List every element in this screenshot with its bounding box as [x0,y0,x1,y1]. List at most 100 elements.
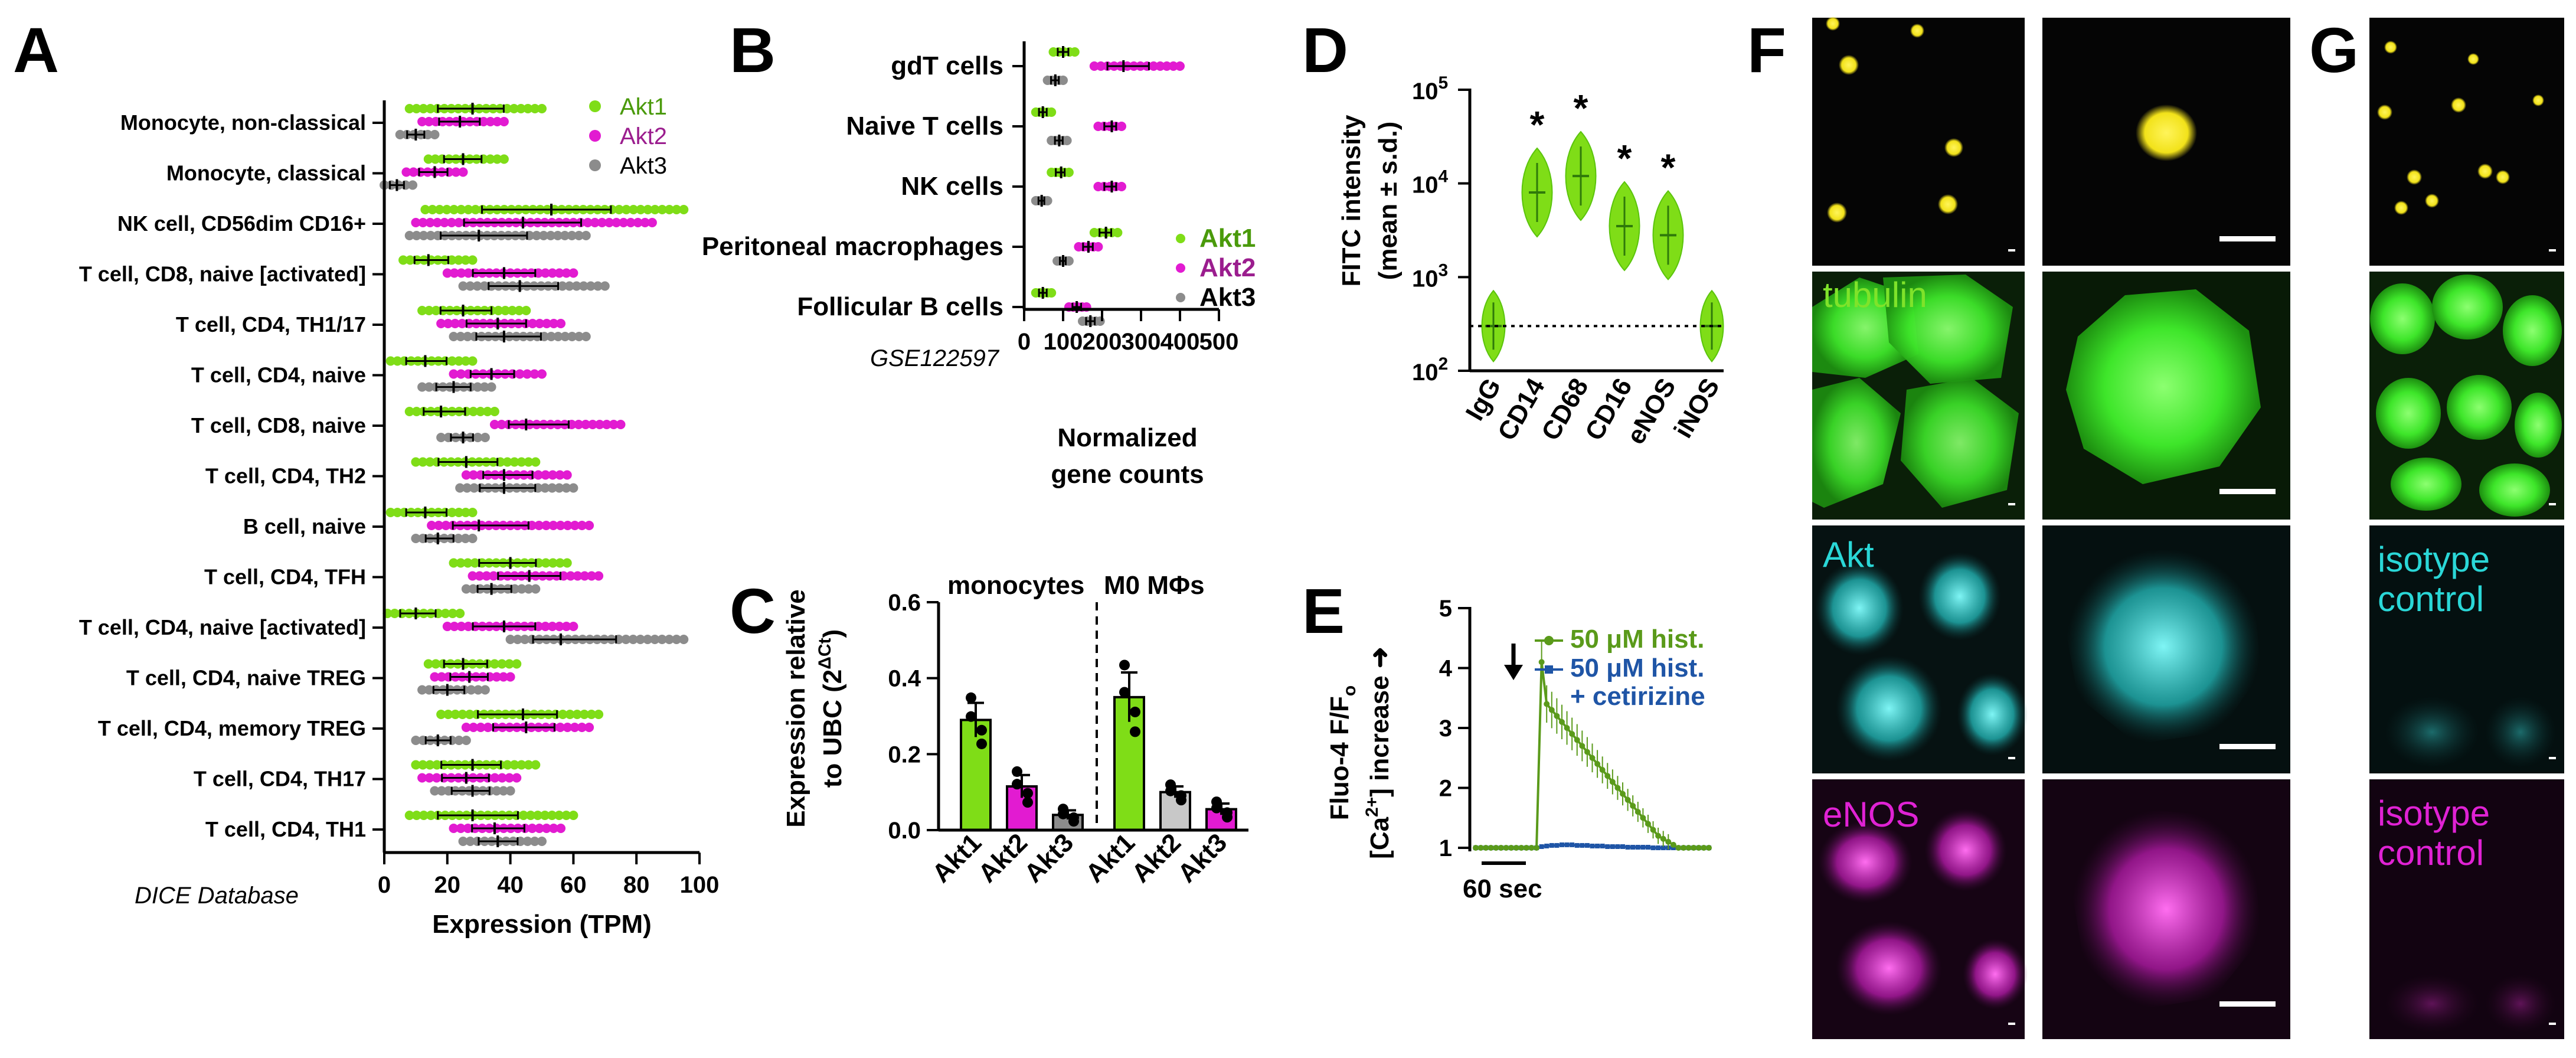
panel-b-category-label: gdT cells [891,51,1003,80]
panel-letter-c: C [730,575,776,646]
panel-e-lines [1473,639,1712,851]
panel-a-point [560,231,570,240]
panel-e-point [1620,791,1626,797]
panel-a-point [509,457,519,467]
panel-a-point [529,837,540,846]
panel-a-point [583,218,593,227]
panel-e-y-label: Fluo-4 F/Fo [Ca2+] increase ➜ [1325,646,1394,859]
panel-d-y-tick-base: 10 [1412,79,1439,105]
panel-e-point [1635,844,1640,850]
panel-e-y-tick-label: 5 [1439,596,1452,622]
panel-c-chart: Expression relative to UBC (2ΔCt) monocy… [782,571,1248,889]
panel-a-point [502,104,512,113]
panel-e-point [1584,843,1590,848]
panel-a-point [568,483,578,493]
panel-a-point [492,672,502,682]
panel-a-point [619,218,629,227]
panel-b-category-label: Follicular B cells [797,292,1003,321]
panel-e-point [1630,802,1636,809]
panel-a-point [527,521,537,530]
panel-e-point [1706,845,1712,851]
panel-c-x-label: Akt3 [1019,828,1079,888]
panel-a-category-label: T cell, CD4, TH2 [205,464,366,488]
panel-a-point [547,622,557,631]
panel-c-x-label: Akt1 [1080,828,1140,888]
panel-c-y-label: Expression relative to UBC (2ΔCt) [782,589,847,828]
image-g-nuclei [2369,18,2564,266]
panel-a-point [447,356,457,366]
panel-a-point [447,508,457,517]
panel-a-point [502,760,512,770]
panel-c-point [1119,687,1130,698]
panel-a-point [564,281,574,291]
panel-c-x-label-group: Akt2 [973,828,1033,888]
panel-e-point [1513,845,1519,851]
panel-a-point [574,332,584,341]
panel-a-point [553,332,563,341]
panel-a-point [540,483,550,493]
panel-a-point [539,332,549,341]
panel-letter-g: G [2309,14,2359,86]
panel-a-point [537,104,547,113]
panel-e-point [1574,843,1580,848]
panel-c-point [1211,802,1222,814]
panel-e-point [1685,845,1692,851]
panel-c-x-label: Akt2 [1126,828,1186,888]
panel-a-point [469,483,479,493]
panel-a-point [524,457,534,467]
panel-a-point [510,584,520,594]
panel-b-x-label-line1: Normalized [1057,423,1197,452]
panel-a-point [470,558,480,568]
panel-d-y-tick-label: 105 [1412,73,1448,105]
panel-a-point [516,104,526,113]
panel-a-point [454,218,464,227]
panel-e-point [1634,809,1641,815]
panel-a-point [424,685,434,695]
image-g-label-magenta-line1: isotype [2378,794,2490,833]
panel-a-point [393,508,403,517]
panel-a-point [556,319,566,328]
panel-d-y-tick-base: 10 [1412,266,1439,292]
panel-a-point [505,635,515,644]
panel-letter-f: F [1747,14,1786,86]
panel-c-point [1022,788,1033,799]
panel-a-point [449,205,459,214]
panel-a-point [531,760,541,770]
panel-a-point [449,268,459,278]
panel-a-point [404,104,414,113]
panel-a-category-label: T cell, CD4, TH1/17 [176,312,366,337]
panel-a-point [594,571,604,581]
panel-a-point [504,659,514,669]
panel-b-x-tick-label: 500 [1199,329,1239,355]
panel-a-point [443,710,453,719]
panel-a-point [411,407,421,416]
panel-a-point [463,332,473,341]
panel-a-point [647,218,657,227]
panel-a-point [504,773,514,783]
panel-a-category-label: T cell, CD4, TH1 [205,817,366,841]
panel-a-point [437,672,447,682]
panel-b-point [1117,182,1126,191]
panel-a-category-label: T cell, CD8, naive [activated] [79,262,366,286]
panel-e-point [1671,845,1676,850]
panel-a-point [614,205,624,214]
panel-letter-e: E [1302,575,1345,646]
panel-d-x-label-group: iNOS [1668,374,1725,443]
panel-a-point [486,382,496,392]
panel-e-point [1695,845,1702,851]
panel-a-point [555,521,565,530]
panel-a-point [442,622,452,631]
panel-a-point [509,760,519,770]
panel-a-point [521,306,531,315]
panel-a-category-label: B cell, naive [243,514,366,538]
panel-a-point [523,104,533,113]
panel-a-point [561,268,571,278]
panel-a-point [555,470,565,480]
panel-a-point [584,521,594,530]
panel-a-point [557,281,567,291]
panel-e-point [1523,845,1529,851]
panel-e-legend-label-cetirizine-line1: 50 μM hist. [1570,654,1704,683]
panel-a-point [454,736,464,745]
panel-e-point [1498,845,1504,851]
panel-a-point [537,369,547,379]
